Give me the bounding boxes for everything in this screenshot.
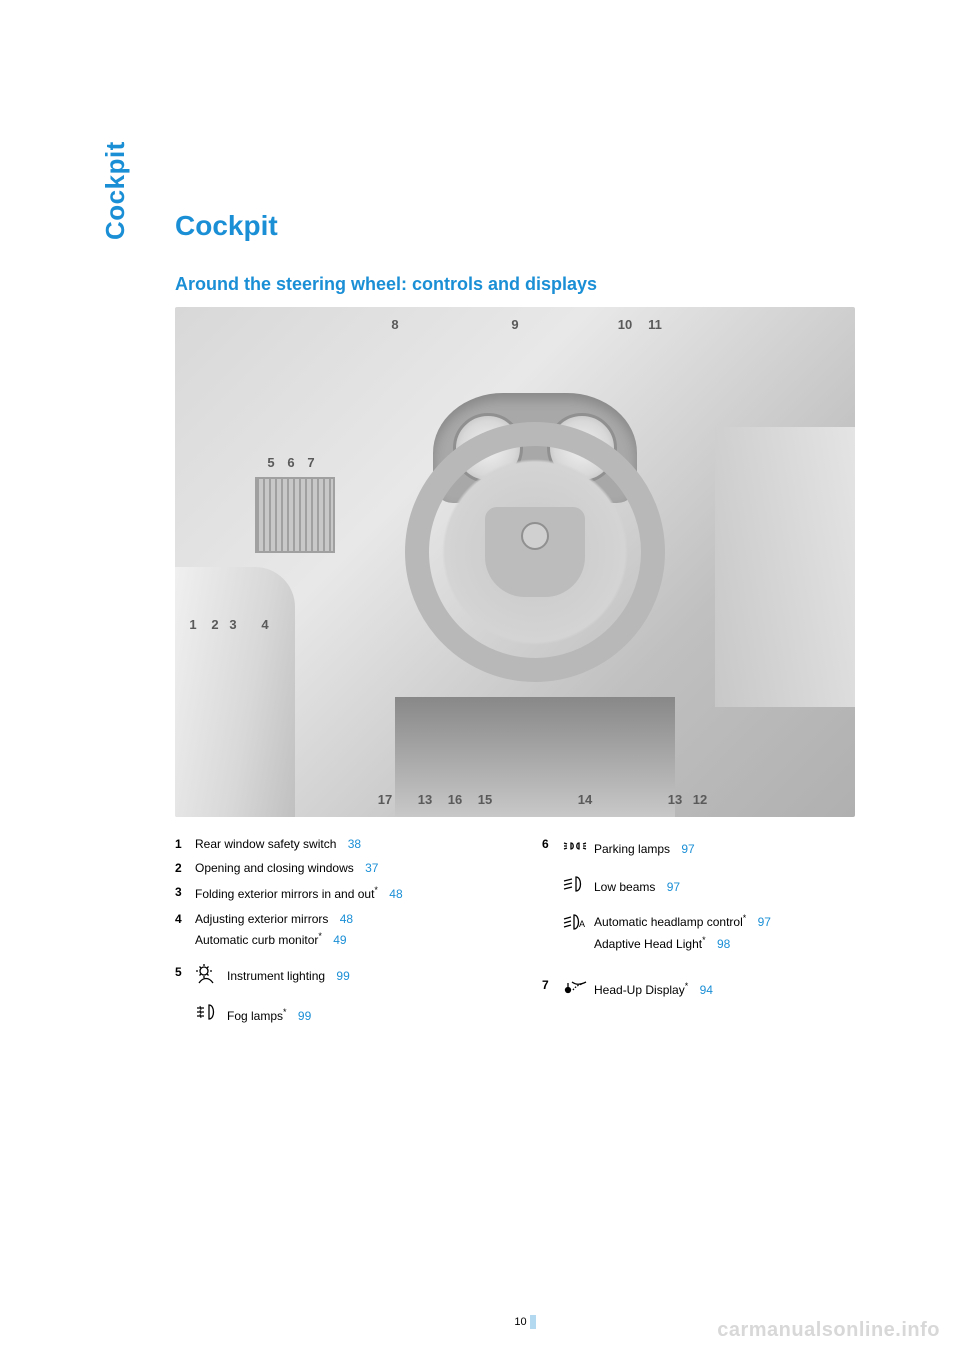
callout-9: 9 xyxy=(505,317,525,332)
callout-11: 11 xyxy=(645,317,665,332)
legend-text: Folding exterior mirrors in and out xyxy=(195,887,374,901)
hud-icon xyxy=(562,976,594,1004)
legend-item-7: 7 Head-Up Display* 94 xyxy=(542,976,875,1014)
page-ref[interactable]: 98 xyxy=(717,937,730,951)
page-ref[interactable]: 37 xyxy=(365,861,378,875)
callout-16: 16 xyxy=(445,792,465,807)
parking-lamp-icon xyxy=(562,835,594,863)
callout-3: 3 xyxy=(223,617,243,632)
optional-star: * xyxy=(283,1007,287,1017)
legend-text: Adjusting exterior mirrors xyxy=(195,912,328,926)
callout-5: 5 xyxy=(261,455,281,470)
legend-text: Adaptive Head Light xyxy=(594,937,702,951)
legend-text: Parking lamps xyxy=(594,842,670,856)
callout-14: 14 xyxy=(575,792,595,807)
fog-lamp-icon xyxy=(195,1001,227,1029)
page-ref[interactable]: 48 xyxy=(389,887,402,901)
optional-star: * xyxy=(374,885,378,895)
page-ref[interactable]: 99 xyxy=(298,1009,311,1023)
optional-star: * xyxy=(685,981,689,991)
callout-13a: 13 xyxy=(415,792,435,807)
legend-item-4: 4 Adjusting exterior mirrors 48 Automati… xyxy=(175,910,508,950)
auto-headlamp-icon: A xyxy=(562,911,594,939)
legend-text: Fog lamps xyxy=(227,1009,283,1023)
legend-text: Opening and closing windows xyxy=(195,861,354,875)
callout-13b: 13 xyxy=(665,792,685,807)
svg-text:A: A xyxy=(579,919,585,929)
instrument-lighting-icon xyxy=(195,963,227,991)
optional-star: * xyxy=(318,931,322,941)
callout-4: 4 xyxy=(255,617,275,632)
callout-1: 1 xyxy=(183,617,203,632)
callout-15: 15 xyxy=(475,792,495,807)
section-title: Around the steering wheel: controls and … xyxy=(175,274,875,295)
legend-lists: 1 Rear window safety switch 38 2 Opening… xyxy=(175,835,875,1039)
legend-item-3: 3 Folding exterior mirrors in and out* 4… xyxy=(175,883,508,904)
legend-item-2: 2 Opening and closing windows 37 xyxy=(175,859,508,878)
callout-10: 10 xyxy=(615,317,635,332)
legend-item-1: 1 Rear window safety switch 38 xyxy=(175,835,508,854)
page-ref[interactable]: 49 xyxy=(333,933,346,947)
optional-star: * xyxy=(702,935,706,945)
legend-text: Automatic curb monitor xyxy=(195,933,318,947)
page-content: Cockpit Around the steering wheel: contr… xyxy=(175,210,875,1039)
callout-17: 17 xyxy=(375,792,395,807)
vertical-section-label: Cockpit xyxy=(100,141,131,240)
callout-12: 12 xyxy=(690,792,710,807)
callout-7: 7 xyxy=(301,455,321,470)
legend-text: Automatic headlamp control xyxy=(594,915,743,929)
cockpit-diagram: 8 9 10 11 5 6 7 1 2 3 4 17 13 16 15 14 1… xyxy=(175,307,855,817)
legend-item-5: 5 Instrument lighting 99 xyxy=(175,963,508,1039)
page-ref[interactable]: 97 xyxy=(758,915,771,929)
legend-right-column: 6 Parking lamps 97 xyxy=(542,835,875,1039)
low-beam-icon xyxy=(562,873,594,901)
footer-brand: carmanualsonline.info xyxy=(717,1319,940,1342)
legend-item-6: 6 Parking lamps 97 xyxy=(542,835,875,964)
callout-8: 8 xyxy=(385,317,405,332)
legend-text: Head-Up Display xyxy=(594,983,685,997)
page-ref[interactable]: 48 xyxy=(340,912,353,926)
page-ref[interactable]: 97 xyxy=(681,842,694,856)
page-ref[interactable]: 97 xyxy=(667,880,680,894)
legend-text: Low beams xyxy=(594,880,655,894)
legend-left-column: 1 Rear window safety switch 38 2 Opening… xyxy=(175,835,508,1039)
page-ref[interactable]: 38 xyxy=(348,837,361,851)
callout-2: 2 xyxy=(205,617,225,632)
optional-star: * xyxy=(743,913,747,923)
legend-text: Instrument lighting xyxy=(227,969,325,983)
legend-text: Rear window safety switch xyxy=(195,837,336,851)
callout-6: 6 xyxy=(281,455,301,470)
page-ref[interactable]: 99 xyxy=(336,969,349,983)
page-title: Cockpit xyxy=(175,210,875,242)
page-ref[interactable]: 94 xyxy=(700,983,713,997)
